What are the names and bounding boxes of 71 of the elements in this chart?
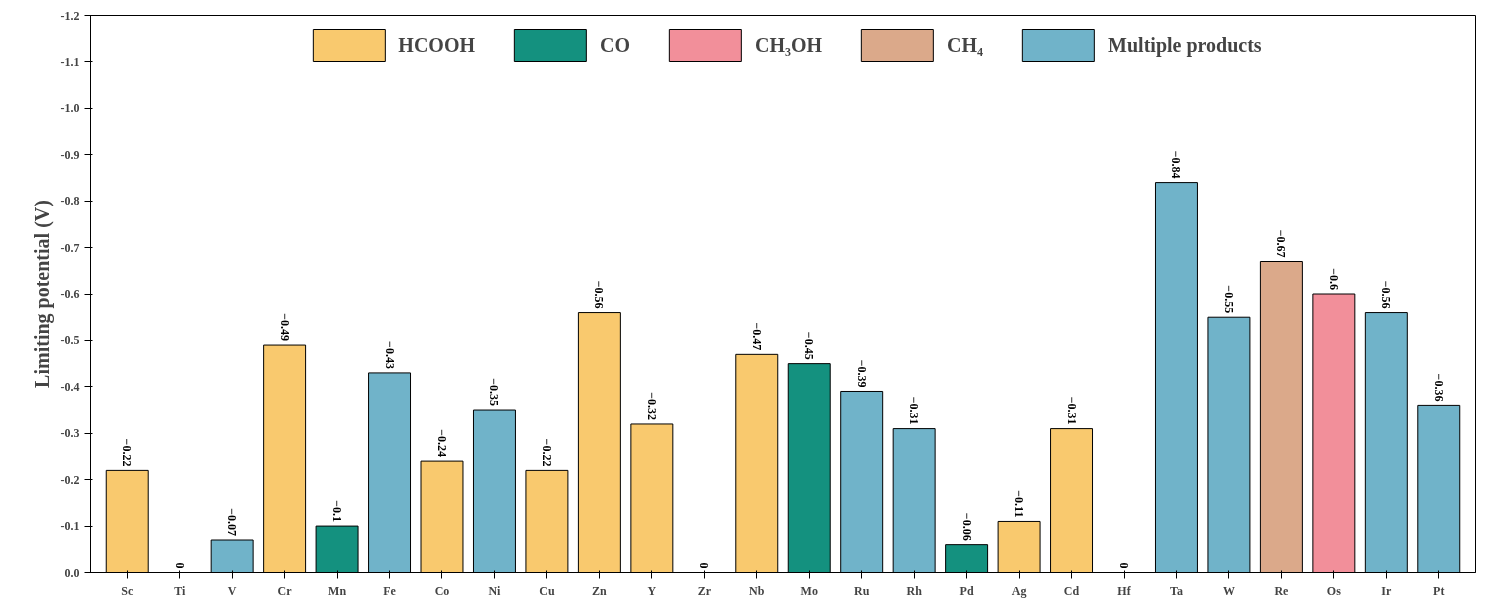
x-tick-label: Zn xyxy=(592,583,608,598)
x-tick-label: Ni xyxy=(488,583,502,598)
x-tick-label: Re xyxy=(1274,583,1290,598)
data-label: −0.24 xyxy=(435,429,449,458)
x-tick-label: Sc xyxy=(121,583,134,598)
data-label: −0.49 xyxy=(277,313,292,342)
x-tick-label: Ti xyxy=(174,583,186,598)
legend-label: Multiple products xyxy=(1108,33,1262,57)
y-tick-label: -0.5 xyxy=(60,333,80,348)
data-label: −0.47 xyxy=(749,322,764,351)
data-label: 0 xyxy=(697,562,712,569)
x-tick-label: Pd xyxy=(959,583,974,598)
y-tick-label: -0.9 xyxy=(60,147,80,162)
legend-label: CO xyxy=(600,33,631,57)
data-label: −0.1 xyxy=(330,500,345,523)
x-tick-label: Y xyxy=(647,583,657,598)
x-tick-label: Ru xyxy=(854,583,870,598)
data-label: −0.36 xyxy=(1431,373,1446,402)
data-label: −0.67 xyxy=(1274,229,1289,258)
y-tick-label: -0.8 xyxy=(60,194,80,209)
data-label: −0.55 xyxy=(1221,285,1236,314)
x-tick-label: Hf xyxy=(1117,583,1132,598)
y-tick-label: -0.1 xyxy=(60,519,80,534)
y-tick-label: -1.1 xyxy=(60,54,80,69)
legend-label: HCOOH xyxy=(398,33,476,57)
x-tick-label: W xyxy=(1222,583,1235,598)
y-tick-label: -0.2 xyxy=(60,472,80,487)
data-label: −0.31 xyxy=(907,396,922,425)
legend-label: CH₃OH xyxy=(755,33,823,57)
x-tick-label: V xyxy=(227,583,237,598)
y-tick-label: 0.0 xyxy=(64,565,80,580)
data-label: −0.11 xyxy=(1012,490,1027,518)
data-label: −0.84 xyxy=(1169,150,1184,179)
x-tick-label: Ag xyxy=(1011,583,1027,598)
data-label: 0 xyxy=(172,562,187,569)
data-label: 0 xyxy=(1117,562,1131,569)
x-tick-label: Cr xyxy=(277,583,293,598)
y-tick-label: -1.2 xyxy=(60,8,80,23)
y-axis-title: Limiting potential (V) xyxy=(30,200,54,388)
data-label: −0.45 xyxy=(802,331,817,360)
data-label: −0.6 xyxy=(1326,268,1341,291)
data-label: −0.56 xyxy=(592,280,607,309)
x-tick-label: Cu xyxy=(539,583,555,598)
data-label: −0.56 xyxy=(1379,280,1394,309)
data-label: −0.22 xyxy=(120,438,135,467)
x-tick-label: Cd xyxy=(1063,583,1080,598)
x-tick-label: Mn xyxy=(328,583,347,598)
y-tick-label: -0.7 xyxy=(60,240,80,255)
y-tick-label: -0.6 xyxy=(60,287,80,301)
x-tick-label: Zr xyxy=(697,583,712,598)
x-tick-label: Co xyxy=(434,583,450,598)
y-tick-label: -1.0 xyxy=(60,101,80,116)
legend-label: CH₄ xyxy=(947,33,984,57)
data-label: −0.22 xyxy=(539,438,554,467)
x-tick-label: Nb xyxy=(749,583,765,598)
data-label: −0.31 xyxy=(1064,396,1079,425)
x-tick-label: Ta xyxy=(1170,583,1183,598)
x-tick-label: Pt xyxy=(1433,583,1445,598)
x-tick-label: Ir xyxy=(1381,583,1392,598)
x-tick-label: Mo xyxy=(800,583,818,598)
data-label: −0.32 xyxy=(644,392,659,420)
x-tick-label: Os xyxy=(1326,583,1342,598)
data-label: −0.43 xyxy=(382,341,397,369)
y-tick-label: -0.3 xyxy=(60,426,80,441)
y-tick-label: -0.4 xyxy=(60,379,80,394)
x-tick-label: Fe xyxy=(383,583,397,598)
data-label: −0.39 xyxy=(854,359,869,388)
x-tick-label: Rh xyxy=(906,583,923,598)
data-label: −0.07 xyxy=(225,508,240,537)
data-label: −0.06 xyxy=(959,512,974,541)
data-label: −0.35 xyxy=(487,378,502,407)
